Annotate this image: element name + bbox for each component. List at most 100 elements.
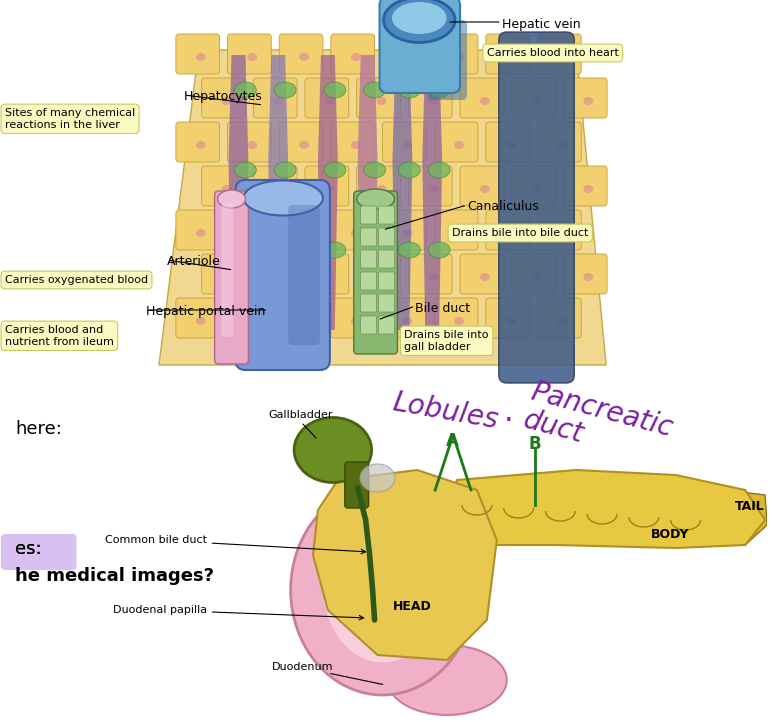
Ellipse shape [398, 162, 420, 178]
Ellipse shape [243, 180, 323, 215]
Ellipse shape [235, 162, 256, 178]
FancyBboxPatch shape [176, 34, 219, 74]
Polygon shape [318, 55, 338, 330]
FancyBboxPatch shape [512, 78, 555, 118]
FancyBboxPatch shape [228, 122, 271, 162]
Ellipse shape [247, 229, 257, 237]
Ellipse shape [384, 0, 455, 43]
Ellipse shape [218, 190, 245, 208]
Polygon shape [357, 55, 378, 330]
FancyBboxPatch shape [361, 294, 377, 312]
Ellipse shape [357, 189, 394, 209]
FancyBboxPatch shape [434, 34, 478, 74]
FancyBboxPatch shape [378, 250, 394, 268]
FancyBboxPatch shape [215, 191, 249, 364]
Text: Hepatic portal vein: Hepatic portal vein [146, 305, 266, 318]
Ellipse shape [196, 141, 205, 149]
Text: here:: here: [15, 420, 62, 438]
Polygon shape [726, 490, 767, 545]
Ellipse shape [454, 229, 464, 237]
Ellipse shape [350, 53, 361, 61]
Ellipse shape [222, 185, 232, 193]
FancyBboxPatch shape [486, 298, 530, 338]
FancyBboxPatch shape [460, 78, 504, 118]
Ellipse shape [324, 242, 346, 258]
Text: Lobules: Lobules [391, 388, 501, 434]
Ellipse shape [532, 273, 541, 281]
Ellipse shape [247, 53, 257, 61]
Ellipse shape [299, 229, 309, 237]
Ellipse shape [557, 317, 567, 325]
FancyBboxPatch shape [201, 254, 245, 294]
Text: Carries blood and
nutrient from ileum: Carries blood and nutrient from ileum [5, 325, 113, 347]
Text: BODY: BODY [651, 528, 689, 541]
FancyBboxPatch shape [383, 34, 426, 74]
Ellipse shape [273, 185, 283, 193]
Ellipse shape [235, 82, 256, 98]
Ellipse shape [274, 82, 296, 98]
Text: Bile duct: Bile duct [415, 302, 470, 315]
Ellipse shape [364, 162, 385, 178]
Polygon shape [268, 55, 288, 330]
Text: es:: es: [15, 540, 42, 558]
FancyBboxPatch shape [235, 180, 330, 370]
Polygon shape [437, 470, 765, 548]
FancyBboxPatch shape [361, 206, 377, 224]
Text: Drains bile into
gall bladder: Drains bile into gall bladder [405, 330, 489, 352]
FancyBboxPatch shape [564, 254, 607, 294]
Ellipse shape [274, 162, 296, 178]
FancyBboxPatch shape [378, 272, 394, 290]
FancyBboxPatch shape [228, 34, 271, 74]
FancyBboxPatch shape [486, 122, 530, 162]
FancyBboxPatch shape [331, 122, 374, 162]
FancyBboxPatch shape [383, 210, 426, 250]
FancyBboxPatch shape [176, 298, 219, 338]
Text: Sites of many chemical
reactions in the liver: Sites of many chemical reactions in the … [5, 108, 135, 130]
FancyBboxPatch shape [201, 78, 245, 118]
FancyBboxPatch shape [305, 166, 349, 206]
Polygon shape [313, 470, 497, 660]
Ellipse shape [324, 82, 346, 98]
FancyBboxPatch shape [361, 250, 377, 268]
FancyBboxPatch shape [564, 78, 607, 118]
FancyBboxPatch shape [378, 228, 394, 246]
FancyBboxPatch shape [499, 32, 574, 383]
Ellipse shape [247, 317, 257, 325]
Ellipse shape [557, 141, 567, 149]
Text: Drains bile into bile duct: Drains bile into bile duct [452, 228, 588, 238]
FancyBboxPatch shape [460, 166, 504, 206]
FancyBboxPatch shape [228, 298, 271, 338]
Ellipse shape [274, 242, 296, 258]
Ellipse shape [235, 242, 256, 258]
Ellipse shape [364, 82, 385, 98]
FancyBboxPatch shape [486, 210, 530, 250]
FancyBboxPatch shape [201, 166, 245, 206]
Ellipse shape [325, 185, 335, 193]
FancyBboxPatch shape [253, 254, 297, 294]
FancyBboxPatch shape [1, 534, 76, 570]
FancyBboxPatch shape [222, 203, 233, 337]
FancyBboxPatch shape [354, 191, 398, 354]
FancyBboxPatch shape [383, 298, 426, 338]
FancyBboxPatch shape [512, 254, 555, 294]
Ellipse shape [506, 53, 516, 61]
FancyBboxPatch shape [253, 78, 297, 118]
Text: Canaliculus: Canaliculus [467, 200, 539, 213]
FancyBboxPatch shape [279, 122, 323, 162]
Text: TAIL: TAIL [735, 500, 765, 513]
FancyBboxPatch shape [279, 210, 323, 250]
Ellipse shape [428, 242, 450, 258]
Text: es:: es: [15, 540, 42, 558]
FancyBboxPatch shape [228, 210, 271, 250]
FancyBboxPatch shape [427, 20, 467, 100]
FancyBboxPatch shape [408, 254, 452, 294]
FancyBboxPatch shape [378, 206, 394, 224]
Ellipse shape [364, 242, 385, 258]
FancyBboxPatch shape [537, 34, 581, 74]
FancyBboxPatch shape [378, 294, 394, 312]
Ellipse shape [402, 141, 412, 149]
Ellipse shape [196, 229, 205, 237]
Ellipse shape [428, 273, 438, 281]
Text: Gallbladder: Gallbladder [269, 410, 334, 420]
Ellipse shape [290, 485, 475, 695]
